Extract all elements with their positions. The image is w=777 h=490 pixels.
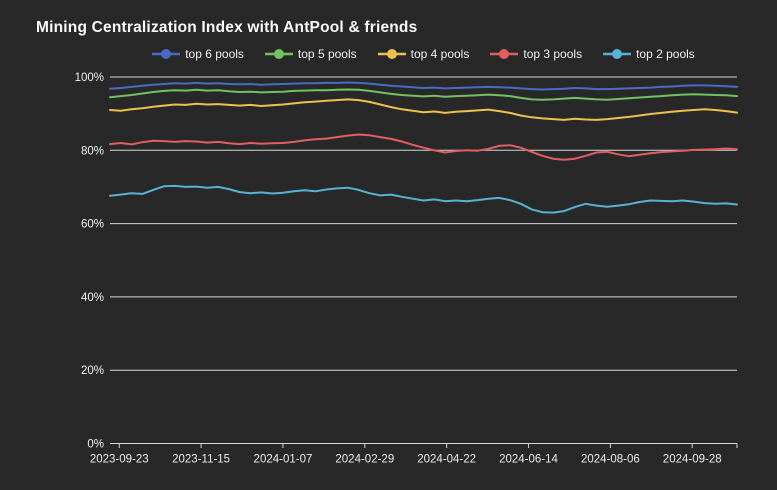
legend-item-label: top 6 pools [185,47,244,61]
y-axis-label-40: 40% [81,292,104,304]
series-line-top-4-pools [109,98,738,121]
x-axis-label: 2024-04-22 [417,454,476,466]
legend-item-top-6-pools[interactable]: top 6 pools [152,47,244,61]
legend-item-label: top 5 pools [297,47,357,61]
legend-item-top-4-pools[interactable]: top 4 pools [377,47,470,61]
legend-marker-icon [490,49,519,59]
legend-marker-icon [264,49,293,59]
y-axis-label-100: 100% [75,72,104,84]
x-axis-label: 2024-06-14 [499,454,558,466]
y-axis-label-0: 0% [87,439,104,451]
legend-marker-icon [377,49,406,59]
x-axis-label: 2024-08-06 [581,454,640,466]
x-axis-label: 2024-02-29 [335,454,394,466]
x-axis-label: 2023-11-15 [172,454,230,466]
y-axis-label-20: 20% [81,365,104,377]
x-axis-label: 2023-09-23 [90,454,149,466]
legend-marker-icon [603,49,632,59]
x-axis-label: 2024-01-07 [254,454,313,466]
legend-marker-icon [152,49,181,59]
y-axis-label-80: 80% [81,145,104,157]
y-axis-label-60: 60% [81,219,104,231]
series-line-top-6-pools [109,81,738,91]
legend-item-top-5-pools[interactable]: top 5 pools [264,47,357,61]
x-axis-label: 2024-09-28 [663,454,722,466]
legend-item-top-2-pools[interactable]: top 2 pools [603,47,695,61]
legend-item-top-3-pools[interactable]: top 3 pools [490,47,582,61]
series-line-top-2-pools [109,184,738,214]
series-line-top-5-pools [109,88,738,101]
chart-title: Mining Centralization Index with AntPool… [36,19,418,36]
series-line-top-3-pools [109,133,738,161]
chart-legend: top 6 pools top 5 pools top 4 pools top 3 p… [110,47,737,61]
legend-item-label: top 4 pools [410,47,470,61]
legend-item-label: top 3 pools [523,47,583,61]
legend-item-label: top 2 pools [636,47,695,61]
